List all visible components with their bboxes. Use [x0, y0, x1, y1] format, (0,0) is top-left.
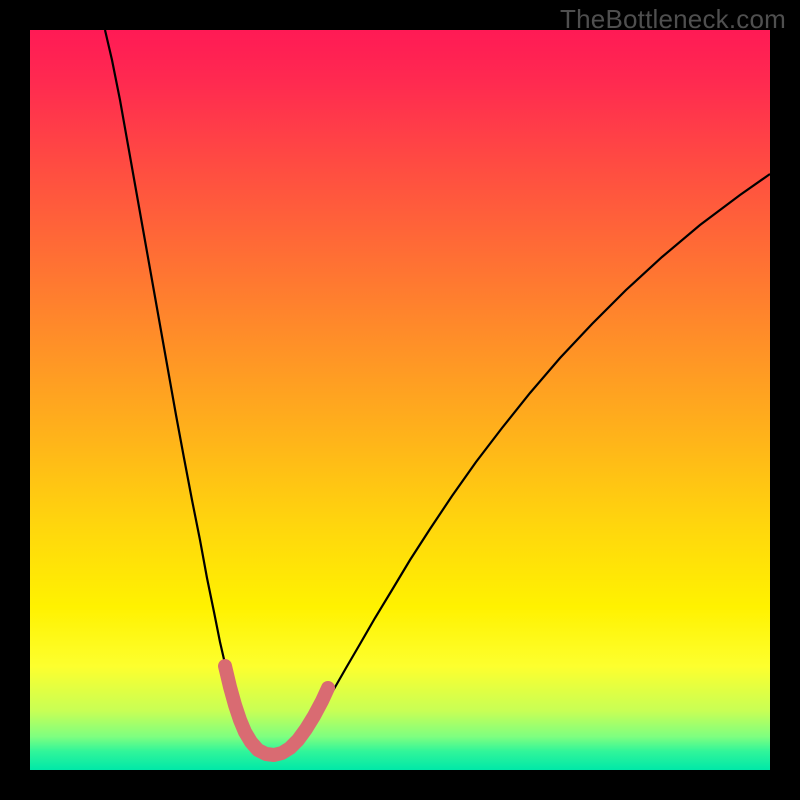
- plot-area: [30, 30, 770, 770]
- watermark-text: TheBottleneck.com: [560, 4, 786, 35]
- chart-frame: TheBottleneck.com: [0, 0, 800, 800]
- bottleneck-chart: [0, 0, 800, 800]
